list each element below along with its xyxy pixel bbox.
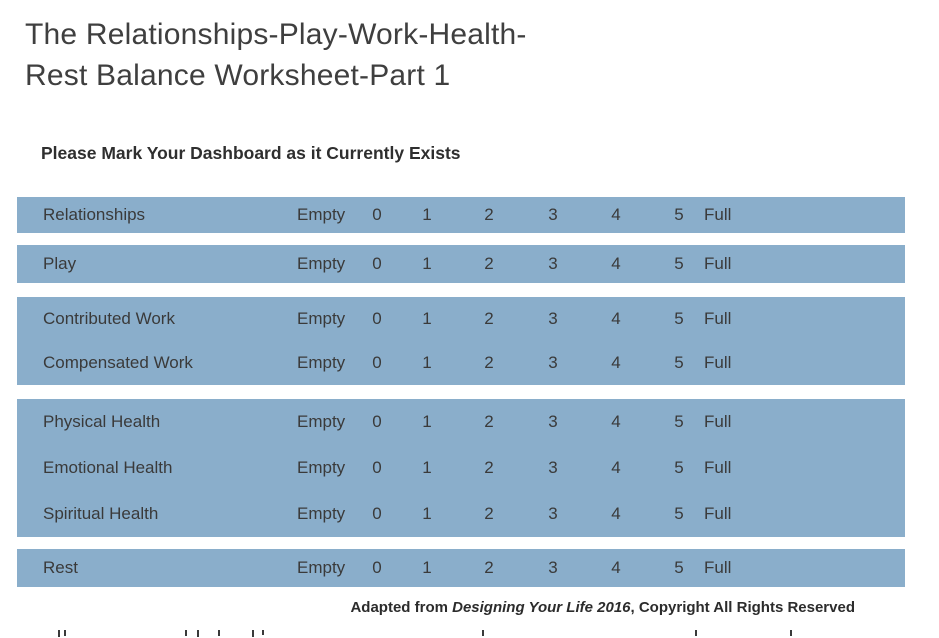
scale-tick-0[interactable]: 0 [372, 558, 382, 577]
scale-tick-1[interactable]: 1 [422, 254, 432, 273]
credit-prefix: Adapted from [350, 599, 453, 616]
scale-tick-5[interactable]: 5 [674, 205, 684, 224]
scale-tick-4[interactable]: 4 [611, 412, 621, 431]
scale-tick-5[interactable]: 5 [674, 254, 684, 273]
scale-tick-1[interactable]: 1 [422, 504, 432, 523]
scale-max-label: Full [704, 558, 732, 577]
scale-tick-5[interactable]: 5 [674, 558, 684, 577]
scale-max-label: Full [704, 205, 732, 224]
scale-tick-4[interactable]: 4 [611, 558, 621, 577]
scale-min-label: Empty [297, 558, 346, 577]
row-label: Rest [43, 558, 78, 577]
scale-tick-3[interactable]: 3 [548, 254, 558, 273]
worksheet-row-compensated-work: Compensated Work Empty 0 1 2 3 4 5 Full [17, 341, 905, 385]
scale-tick-1[interactable]: 1 [422, 558, 432, 577]
worksheet-row-spiritual-health: Spiritual Health Empty 0 1 2 3 4 5 Full [17, 491, 905, 537]
scale-min-label: Empty [297, 309, 346, 328]
band-relationships: Relationships Empty 0 1 2 3 4 5 Full [17, 197, 905, 233]
scale-tick-0[interactable]: 0 [372, 309, 382, 328]
page-title-line1: The Relationships-Play-Work-Health- [25, 18, 527, 51]
row-label: Contributed Work [43, 309, 175, 328]
scale-tick-5[interactable]: 5 [674, 458, 684, 477]
scale-tick-1[interactable]: 1 [422, 309, 432, 328]
scale-tick-4[interactable]: 4 [611, 504, 621, 523]
scale-max-label: Full [704, 412, 732, 431]
scale-tick-5[interactable]: 5 [674, 353, 684, 372]
row-label: Physical Health [43, 412, 161, 431]
scale-tick-3[interactable]: 3 [548, 458, 558, 477]
band-health: Physical Health Empty 0 1 2 3 4 5 Full E… [17, 399, 905, 537]
scale-max-label: Full [704, 353, 732, 372]
scale-tick-1[interactable]: 1 [422, 205, 432, 224]
scale-tick-1[interactable]: 1 [422, 412, 432, 431]
scale-tick-3[interactable]: 3 [548, 309, 558, 328]
worksheet-row-rest: Rest Empty 0 1 2 3 4 5 Full [17, 549, 905, 587]
scale-tick-0[interactable]: 0 [372, 254, 382, 273]
scale-tick-0[interactable]: 0 [372, 205, 382, 224]
row-label: Spiritual Health [43, 504, 159, 523]
scale-min-label: Empty [297, 353, 346, 372]
scale-tick-5[interactable]: 5 [674, 504, 684, 523]
scale-tick-3[interactable]: 3 [548, 504, 558, 523]
scale-tick-4[interactable]: 4 [611, 458, 621, 477]
scale-min-label: Empty [297, 254, 346, 273]
scale-tick-3[interactable]: 3 [548, 353, 558, 372]
scale-tick-0[interactable]: 0 [372, 353, 382, 372]
scale-tick-0[interactable]: 0 [372, 412, 382, 431]
scale-tick-2[interactable]: 2 [484, 412, 494, 431]
scale-tick-5[interactable]: 5 [674, 309, 684, 328]
row-label: Play [43, 254, 77, 273]
scale-min-label: Empty [297, 205, 346, 224]
scale-tick-2[interactable]: 2 [484, 353, 494, 372]
scale-tick-2[interactable]: 2 [484, 254, 494, 273]
scale-tick-3[interactable]: 3 [548, 412, 558, 431]
page-title: The Relationships-Play-Work-Health- Rest … [25, 14, 527, 96]
clipped-text-fragments [0, 630, 939, 638]
scale-tick-5[interactable]: 5 [674, 412, 684, 431]
scale-min-label: Empty [297, 412, 346, 431]
scale-max-label: Full [704, 254, 732, 273]
scale-tick-2[interactable]: 2 [484, 309, 494, 328]
instruction-text: Please Mark Your Dashboard as it Current… [41, 143, 461, 163]
scale-tick-3[interactable]: 3 [548, 558, 558, 577]
row-label: Relationships [43, 205, 146, 224]
scale-tick-2[interactable]: 2 [484, 558, 494, 577]
copyright-credit: Adapted from Designing Your Life 2016, C… [0, 599, 855, 616]
scale-tick-2[interactable]: 2 [484, 504, 494, 523]
scale-tick-4[interactable]: 4 [611, 309, 621, 328]
scale-tick-2[interactable]: 2 [484, 458, 494, 477]
scale-max-label: Full [704, 504, 732, 523]
scale-tick-1[interactable]: 1 [422, 458, 432, 477]
credit-suffix: , Copyright All Rights Reserved [630, 599, 855, 616]
credit-book-title: Designing Your Life 2016 [452, 599, 631, 616]
band-play: Play Empty 0 1 2 3 4 5 Full [17, 245, 905, 283]
scale-tick-3[interactable]: 3 [548, 205, 558, 224]
page-title-line2: Rest Balance Worksheet-Part 1 [25, 59, 451, 92]
scale-max-label: Full [704, 458, 732, 477]
row-label: Compensated Work [43, 353, 193, 372]
scale-tick-4[interactable]: 4 [611, 205, 621, 224]
worksheet-row-relationships: Relationships Empty 0 1 2 3 4 5 Full [17, 197, 905, 233]
band-rest: Rest Empty 0 1 2 3 4 5 Full [17, 549, 905, 587]
scale-tick-0[interactable]: 0 [372, 458, 382, 477]
scale-min-label: Empty [297, 504, 346, 523]
row-label: Emotional Health [43, 458, 173, 477]
worksheet-row-contributed-work: Contributed Work Empty 0 1 2 3 4 5 Full [17, 297, 905, 341]
scale-tick-4[interactable]: 4 [611, 254, 621, 273]
scale-tick-4[interactable]: 4 [611, 353, 621, 372]
band-work: Contributed Work Empty 0 1 2 3 4 5 Full … [17, 297, 905, 385]
scale-tick-2[interactable]: 2 [484, 205, 494, 224]
worksheet-row-play: Play Empty 0 1 2 3 4 5 Full [17, 245, 905, 283]
worksheet-row-emotional-health: Emotional Health Empty 0 1 2 3 4 5 Full [17, 445, 905, 491]
scale-tick-1[interactable]: 1 [422, 353, 432, 372]
scale-max-label: Full [704, 309, 732, 328]
scale-min-label: Empty [297, 458, 346, 477]
scale-tick-0[interactable]: 0 [372, 504, 382, 523]
worksheet-row-physical-health: Physical Health Empty 0 1 2 3 4 5 Full [17, 399, 905, 445]
